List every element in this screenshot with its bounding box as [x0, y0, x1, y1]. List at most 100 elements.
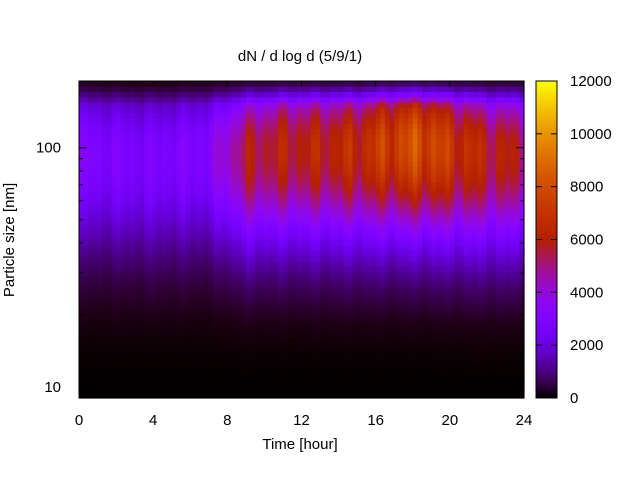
heatmap-cell — [231, 355, 238, 362]
heatmap-cell — [371, 334, 377, 341]
heatmap-cell — [273, 86, 279, 93]
heatmap-cell — [139, 387, 145, 394]
heatmap-cell — [236, 149, 242, 156]
heatmap-cell — [88, 244, 94, 251]
heatmap-cell — [259, 313, 266, 320]
heatmap-cell — [440, 202, 446, 209]
heatmap-cell — [412, 265, 418, 272]
heatmap-cell — [440, 276, 446, 283]
heatmap-cell — [227, 91, 233, 98]
heatmap-cell — [88, 318, 94, 325]
heatmap-cell — [120, 271, 126, 278]
heatmap-cell — [204, 345, 210, 352]
heatmap-cell — [361, 387, 367, 394]
heatmap-cell — [180, 382, 187, 389]
heatmap-cell — [306, 329, 312, 336]
heatmap-cell — [454, 313, 460, 320]
heatmap-cell — [250, 186, 256, 193]
heatmap-cell — [361, 334, 367, 341]
heatmap-cell — [241, 91, 247, 98]
heatmap-cell — [361, 102, 367, 109]
heatmap-cell — [287, 86, 293, 93]
heatmap-cell — [157, 292, 164, 299]
heatmap-cell — [171, 387, 177, 394]
heatmap-cell — [102, 207, 108, 214]
heatmap-cell — [389, 297, 395, 304]
heatmap-cell — [440, 223, 446, 230]
heatmap-cell — [92, 244, 99, 251]
heatmap-cell — [111, 165, 117, 172]
heatmap-cell — [431, 96, 437, 103]
heatmap-cell — [403, 355, 409, 362]
heatmap-cell — [106, 154, 113, 161]
heatmap-cell — [375, 207, 381, 214]
heatmap-cell — [199, 361, 205, 367]
heatmap-cell — [227, 318, 233, 325]
heatmap-cell — [352, 181, 358, 188]
heatmap-cell — [231, 265, 238, 272]
heatmap-cell — [320, 376, 326, 383]
heatmap-cell — [162, 329, 168, 336]
heatmap-cell — [167, 202, 173, 209]
heatmap-cell — [185, 324, 191, 330]
heatmap-cell — [306, 160, 312, 167]
heatmap-cell — [445, 139, 451, 145]
heatmap-cell — [157, 302, 164, 309]
heatmap-cell — [162, 202, 168, 209]
heatmap-cell — [97, 324, 103, 330]
heatmap-cell — [296, 313, 303, 320]
heatmap-cell — [343, 96, 349, 103]
heatmap-cell — [394, 202, 400, 209]
heatmap-cell — [102, 86, 108, 93]
heatmap-cell — [148, 387, 154, 394]
heatmap-cell — [185, 260, 191, 267]
heatmap-cell — [292, 281, 298, 288]
heatmap-cell — [426, 144, 432, 151]
heatmap-cell — [222, 218, 228, 225]
heatmap-cell — [282, 308, 289, 315]
heatmap-cell — [171, 355, 177, 362]
heatmap-cell — [440, 366, 446, 373]
heatmap-cell — [333, 234, 340, 241]
heatmap-cell — [389, 102, 395, 109]
heatmap-cell — [116, 218, 122, 225]
heatmap-cell — [171, 329, 177, 336]
heatmap-cell — [301, 334, 307, 341]
heatmap-cell — [227, 228, 233, 235]
heatmap-cell — [292, 213, 298, 219]
heatmap-cell — [292, 244, 298, 251]
heatmap-cell — [139, 350, 145, 357]
heatmap-cell — [208, 197, 215, 204]
heatmap-cell — [194, 345, 201, 352]
heatmap-cell — [134, 81, 140, 87]
heatmap-cell — [180, 191, 187, 198]
heatmap-cell — [347, 176, 354, 182]
heatmap-cell — [218, 334, 224, 341]
heatmap-cell — [129, 149, 136, 156]
heatmap-cell — [412, 234, 418, 241]
heatmap-cell — [120, 250, 126, 256]
heatmap-cell — [213, 387, 219, 394]
heatmap-cell — [129, 302, 136, 309]
heatmap-cell — [83, 355, 89, 362]
heatmap-cell — [352, 144, 358, 151]
heatmap-cell — [139, 207, 145, 214]
heatmap-cell — [92, 117, 99, 124]
heatmap-cell — [287, 313, 293, 320]
heatmap-cell — [83, 139, 89, 145]
heatmap-cell — [106, 102, 113, 109]
heatmap-cell — [245, 355, 252, 362]
heatmap-cell — [333, 81, 340, 87]
heatmap-cell — [269, 102, 275, 109]
heatmap-cell — [301, 297, 307, 304]
heatmap-cell — [162, 318, 168, 325]
heatmap-cell — [282, 239, 289, 246]
heatmap-cell — [361, 276, 367, 283]
heatmap-cell — [394, 81, 400, 87]
heatmap-cell — [250, 250, 256, 256]
heatmap-cell — [357, 392, 363, 399]
heatmap-cell — [361, 265, 367, 272]
heatmap-cell — [97, 244, 103, 251]
heatmap-cell — [449, 86, 456, 93]
heatmap-cell — [310, 144, 317, 151]
